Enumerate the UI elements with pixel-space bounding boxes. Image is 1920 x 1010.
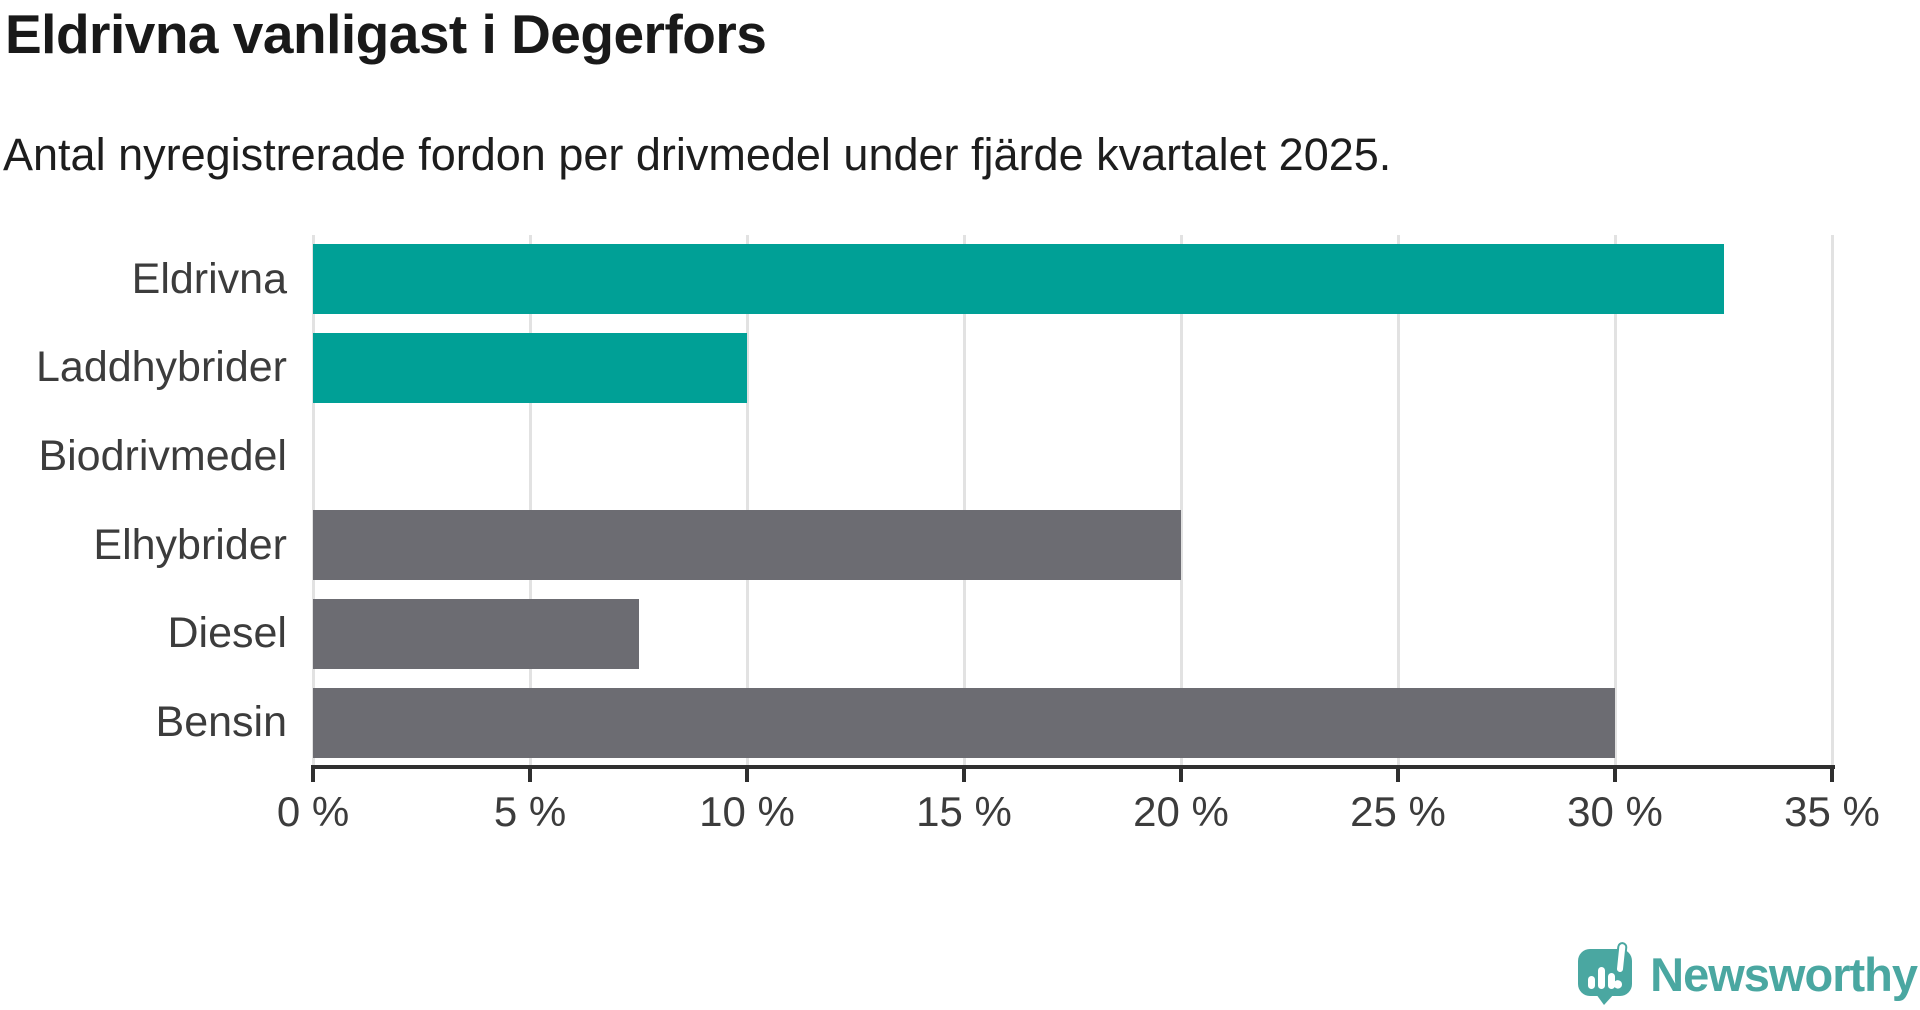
y-axis-label-biodrivmedel: Biodrivmedel (38, 432, 287, 481)
x-axis-tick (311, 769, 315, 782)
gridline (1613, 235, 1617, 767)
gridline (1396, 235, 1400, 767)
x-axis-tick (962, 769, 966, 782)
newsworthy-logo-icon (1578, 942, 1633, 1005)
x-axis-line (311, 765, 1835, 769)
newsworthy-logo: Newsworthy (1577, 942, 1918, 1006)
chart-title: Eldrivna vanligast i Degerfors (5, 3, 767, 65)
x-axis-tick-labels: 0 % 5 % 10 % 15 % 20 % 25 % 30 % 35 % (277, 788, 1880, 838)
bar-bensin (313, 687, 1615, 758)
y-axis-label-eldrivna: Eldrivna (131, 254, 287, 303)
x-tick-label: 30 % (1567, 788, 1663, 835)
y-axis-label-bensin: Bensin (155, 698, 287, 747)
gridline (311, 235, 315, 767)
x-axis-tick (1179, 769, 1183, 782)
gridline (1179, 235, 1183, 767)
x-tick-label: 5 % (493, 788, 567, 835)
x-tick-label: 25 % (1350, 788, 1446, 835)
bar-elhybrider (313, 510, 1181, 581)
x-axis-ticks (311, 769, 1834, 782)
x-axis-tick (528, 769, 532, 782)
bar-eldrivna (313, 244, 1724, 315)
x-tick-label: 35 % (1784, 788, 1880, 835)
y-axis-label-diesel: Diesel (167, 609, 288, 658)
x-tick-label: 0 % (276, 788, 350, 835)
y-axis-labels: Eldrivna Laddhybrider Biodrivmedel Elhybrid… (0, 235, 287, 767)
x-axis-tick (1396, 769, 1400, 782)
gridline (962, 235, 966, 767)
bar-diesel (313, 599, 639, 669)
x-axis-tick (1830, 769, 1834, 782)
bar-laddhybrider (313, 333, 747, 403)
x-tick-label: 20 % (1133, 788, 1229, 835)
gridline (1830, 235, 1834, 767)
x-tick-label: 10 % (699, 788, 795, 835)
y-axis-label-elhybrider: Elhybrider (93, 520, 287, 569)
x-tick-label: 15 % (916, 788, 1012, 835)
gridline (745, 235, 749, 767)
chart-subtitle: Antal nyregistrerade fordon per drivmede… (3, 129, 1392, 180)
x-axis-tick (745, 769, 749, 782)
y-axis-label-laddhybrider: Laddhybrider (35, 343, 287, 392)
x-axis-tick (1613, 769, 1617, 782)
gridline (528, 235, 532, 767)
plot-area (311, 235, 1834, 767)
newsworthy-logo-text: Newsworthy (1650, 947, 1918, 1001)
